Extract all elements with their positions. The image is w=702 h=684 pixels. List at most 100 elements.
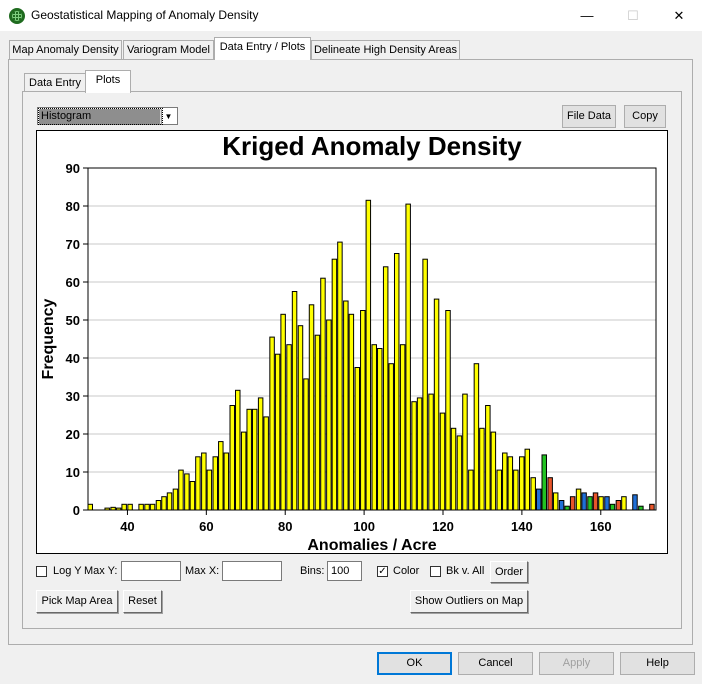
globe-grid-icon <box>9 8 25 24</box>
histogram-bar <box>87 503 93 511</box>
y-tick-label: 70 <box>66 237 80 252</box>
ok-button[interactable]: OK <box>377 652 452 675</box>
bins-input[interactable]: 100 <box>327 561 362 581</box>
histogram-bar <box>121 503 127 511</box>
histogram-bar <box>320 277 326 511</box>
histogram-bar <box>178 469 184 511</box>
histogram-bar <box>450 427 457 511</box>
histogram-bar <box>552 492 559 511</box>
histogram-bar <box>172 488 179 511</box>
histogram-bar <box>649 503 655 511</box>
histogram-bar <box>496 469 503 511</box>
histogram-bar <box>569 496 576 511</box>
histogram-bar <box>251 408 258 511</box>
tab-data-entry[interactable]: Data Entry <box>24 73 86 93</box>
bk-v-all-checkbox[interactable] <box>430 566 441 577</box>
log-y-checkbox[interactable] <box>36 566 47 577</box>
bk-v-all-label: Bk v. All <box>446 565 485 577</box>
histogram-bar <box>314 334 321 511</box>
histogram-bar <box>456 435 463 511</box>
histogram-bar <box>507 456 514 511</box>
histogram-bar <box>280 313 286 511</box>
maximize-button[interactable]: ☐ <box>627 8 639 23</box>
y-tick-label: 60 <box>66 275 80 290</box>
tab-delineate-high-density-areas[interactable]: Delineate High Density Areas <box>311 40 460 60</box>
copy-button[interactable]: Copy <box>624 105 666 128</box>
histogram-bar <box>166 492 173 511</box>
tab-map-anomaly-density[interactable]: Map Anomaly Density <box>9 40 122 60</box>
bins-label: Bins: <box>300 565 325 577</box>
histogram-bar <box>189 481 196 511</box>
max-y-input[interactable] <box>121 561 181 581</box>
cancel-button[interactable]: Cancel <box>458 652 533 675</box>
histogram-bar <box>422 258 428 511</box>
histogram-bar <box>615 500 622 511</box>
histogram-bar <box>326 319 332 511</box>
histogram-bar <box>541 454 547 511</box>
y-tick-label: 90 <box>66 161 80 176</box>
max-x-input[interactable] <box>222 561 282 581</box>
histogram-bar <box>575 488 582 511</box>
y-tick-label: 10 <box>66 465 80 480</box>
histogram-bar <box>138 503 144 511</box>
histogram-bar <box>263 416 269 511</box>
histogram-bar <box>530 477 536 511</box>
histogram-bar <box>405 203 411 511</box>
apply-button[interactable]: Apply <box>539 652 614 675</box>
histogram-bar <box>308 304 315 511</box>
color-checkbox[interactable]: ✓ <box>377 566 388 577</box>
histogram-bar <box>462 393 468 511</box>
chevron-down-icon[interactable]: ▼ <box>160 109 176 124</box>
histogram-bar <box>502 452 508 511</box>
window-title: Geostatistical Mapping of Anomaly Densit… <box>31 8 259 22</box>
histogram-bar <box>331 258 338 511</box>
close-button[interactable]: ✕ <box>673 8 685 23</box>
histogram-bar <box>535 488 542 511</box>
histogram-bar <box>348 313 355 511</box>
histogram-bar <box>274 353 281 511</box>
tab-data-entry-plots[interactable]: Data Entry / Plots <box>214 37 311 60</box>
tab-variogram-model[interactable]: Variogram Model <box>123 40 214 60</box>
y-tick-label: 80 <box>66 199 80 214</box>
histogram-bar <box>609 503 616 511</box>
order-button[interactable]: Order <box>490 561 528 583</box>
y-tick-label: 0 <box>73 503 80 518</box>
histogram-bar <box>144 503 150 511</box>
histogram-bar <box>382 266 389 511</box>
histogram-chart: Kriged Anomaly Density 0 10 20 30 40 50 60 70 80… <box>36 130 668 554</box>
y-tick-label: 40 <box>66 351 80 366</box>
y-tick-label: 20 <box>66 427 80 442</box>
reset-button[interactable]: Reset <box>123 590 162 613</box>
histogram-bar <box>291 291 298 511</box>
x-tick-label: 100 <box>353 519 375 534</box>
x-tick-label: 40 <box>120 519 134 534</box>
x-tick-label: 160 <box>590 519 612 534</box>
histogram-bar <box>411 401 417 511</box>
pick-map-area-button[interactable]: Pick Map Area <box>36 590 118 613</box>
help-button[interactable]: Help <box>620 652 695 675</box>
histogram-bar <box>393 253 400 511</box>
histogram-bar <box>229 405 235 511</box>
x-tick-label: 60 <box>199 519 213 534</box>
histogram-bar <box>286 344 292 511</box>
x-tick-label: 140 <box>511 519 533 534</box>
tab-plots[interactable]: Plots <box>85 70 131 93</box>
file-data-button[interactable]: File Data <box>562 105 616 128</box>
plot-type-select[interactable]: Histogram ▼ <box>37 107 178 125</box>
show-outliers-button[interactable]: Show Outliers on Map <box>410 590 528 613</box>
histogram-bar <box>155 500 162 511</box>
max-x-label: Max X: <box>185 565 220 577</box>
histogram-bar <box>223 452 230 511</box>
histogram-bar <box>240 431 247 511</box>
histogram-bar <box>428 393 434 511</box>
log-y-label: Log Y <box>53 565 82 577</box>
histogram-bar <box>513 469 519 511</box>
histogram-bar <box>246 408 252 511</box>
histogram-bar <box>558 500 565 511</box>
minimize-button[interactable]: — <box>580 8 594 23</box>
histogram-bar <box>473 363 480 511</box>
histogram-bar <box>218 441 224 511</box>
histogram-bar <box>592 492 599 511</box>
histogram-bar <box>297 325 304 511</box>
histogram-bar <box>433 298 440 511</box>
